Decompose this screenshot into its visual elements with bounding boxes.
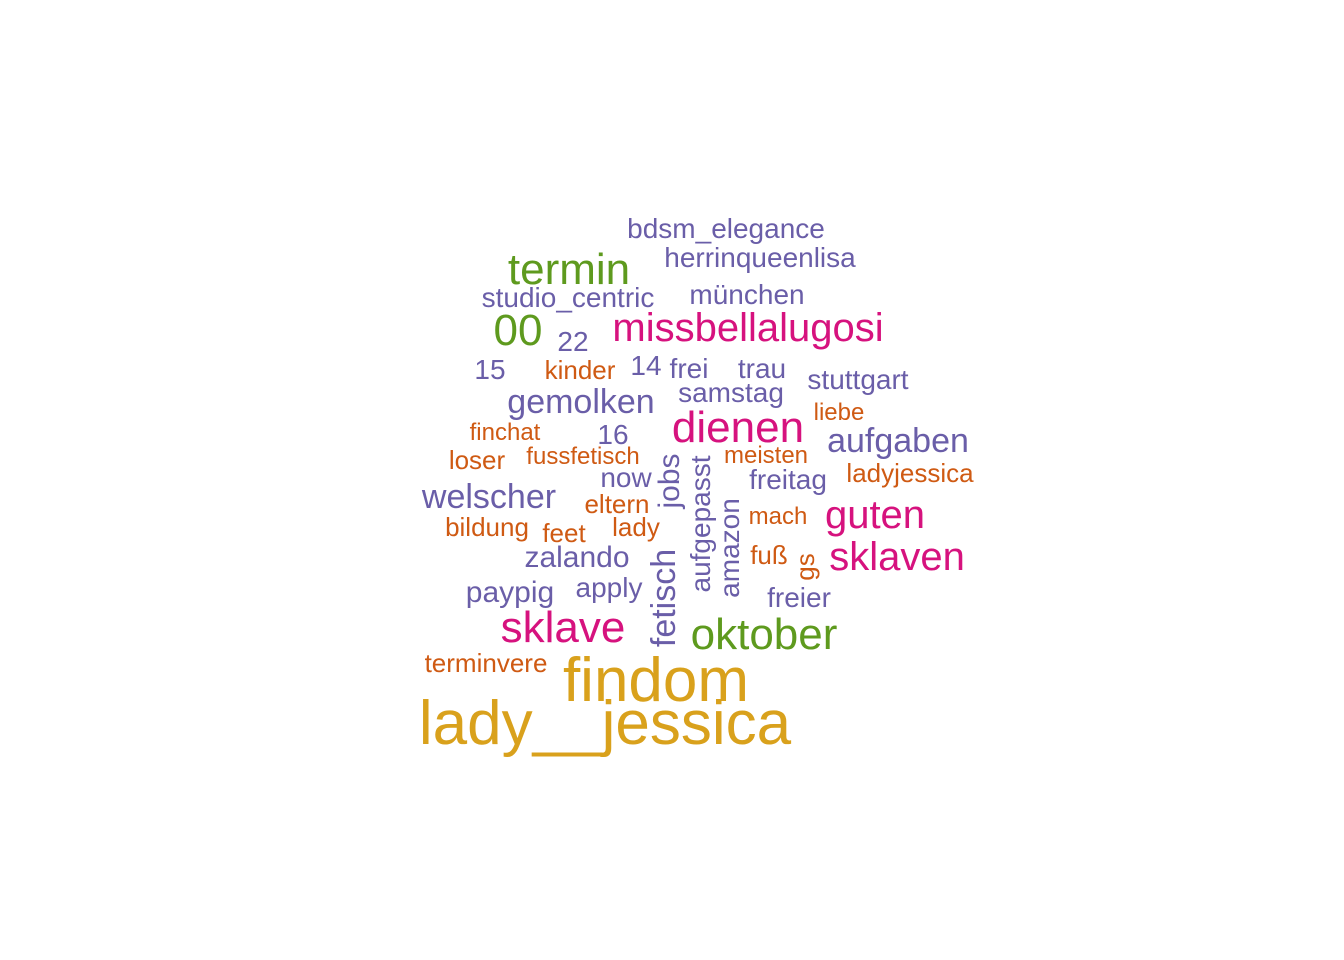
- word-eltern: eltern: [584, 489, 650, 519]
- word-fetisch: fetisch: [645, 548, 683, 648]
- word-sklave: sklave: [500, 603, 626, 652]
- word-termin: termin: [507, 245, 631, 294]
- word-oktober: oktober: [690, 610, 838, 659]
- word-frei: frei: [669, 353, 709, 384]
- word-trau: trau: [737, 353, 787, 384]
- word-kinder: kinder: [544, 355, 616, 385]
- word-aufgaben: aufgaben: [827, 422, 969, 460]
- word-dienen: dienen: [671, 403, 805, 452]
- word-00: 00: [493, 306, 543, 355]
- word-meisten: meisten: [723, 442, 809, 469]
- word-paypig: paypig: [465, 576, 555, 609]
- word-sklaven: sklaven: [829, 535, 965, 579]
- word-ladyjessica: ladyjessica: [846, 458, 974, 488]
- word-finchat: finchat: [469, 419, 541, 446]
- word-terminvere: terminvere: [424, 648, 548, 678]
- word-liebe: liebe: [813, 399, 865, 426]
- word-bdsm-elegance: bdsm_elegance: [627, 213, 825, 244]
- word-amazon: amazon: [714, 498, 745, 598]
- word-muenchen: münchen: [689, 279, 805, 310]
- word-guten: guten: [824, 493, 926, 537]
- word-findom: findom: [562, 646, 750, 715]
- word-14: 14: [630, 350, 662, 381]
- word-now: now: [600, 462, 652, 493]
- word-freitag: freitag: [749, 464, 827, 495]
- word-apply: apply: [575, 572, 643, 603]
- word-freier: freier: [767, 582, 831, 613]
- word-herrinqueenlisa: herrinqueenlisa: [664, 242, 856, 273]
- word-zalando: zalando: [524, 541, 630, 574]
- word-gs: gs: [790, 553, 820, 581]
- word-fussfetisch: fussfetisch: [526, 443, 640, 470]
- word-stuttgart: stuttgart: [807, 364, 909, 395]
- word-bildung: bildung: [445, 512, 529, 542]
- word-studio-centric: studio_centric: [481, 282, 655, 313]
- word-fuss: fuß: [750, 540, 788, 570]
- word-15: 15: [474, 354, 506, 385]
- word-feet: feet: [542, 518, 586, 548]
- word-aufgepasst: aufgepasst: [685, 455, 716, 593]
- word-gemolken: gemolken: [507, 383, 655, 421]
- word-jobs: jobs: [653, 453, 686, 509]
- word-missbellalugosi: missbellalugosi: [612, 306, 884, 350]
- word-samstag: samstag: [678, 377, 784, 408]
- word-lady: lady: [612, 512, 660, 542]
- word-22: 22: [557, 326, 589, 357]
- word-mach: mach: [748, 503, 808, 530]
- word-loser: loser: [448, 445, 506, 475]
- word-lady-jessica: lady__jessica: [418, 689, 792, 758]
- word-16: 16: [597, 419, 629, 450]
- word-welscher: welscher: [421, 478, 557, 516]
